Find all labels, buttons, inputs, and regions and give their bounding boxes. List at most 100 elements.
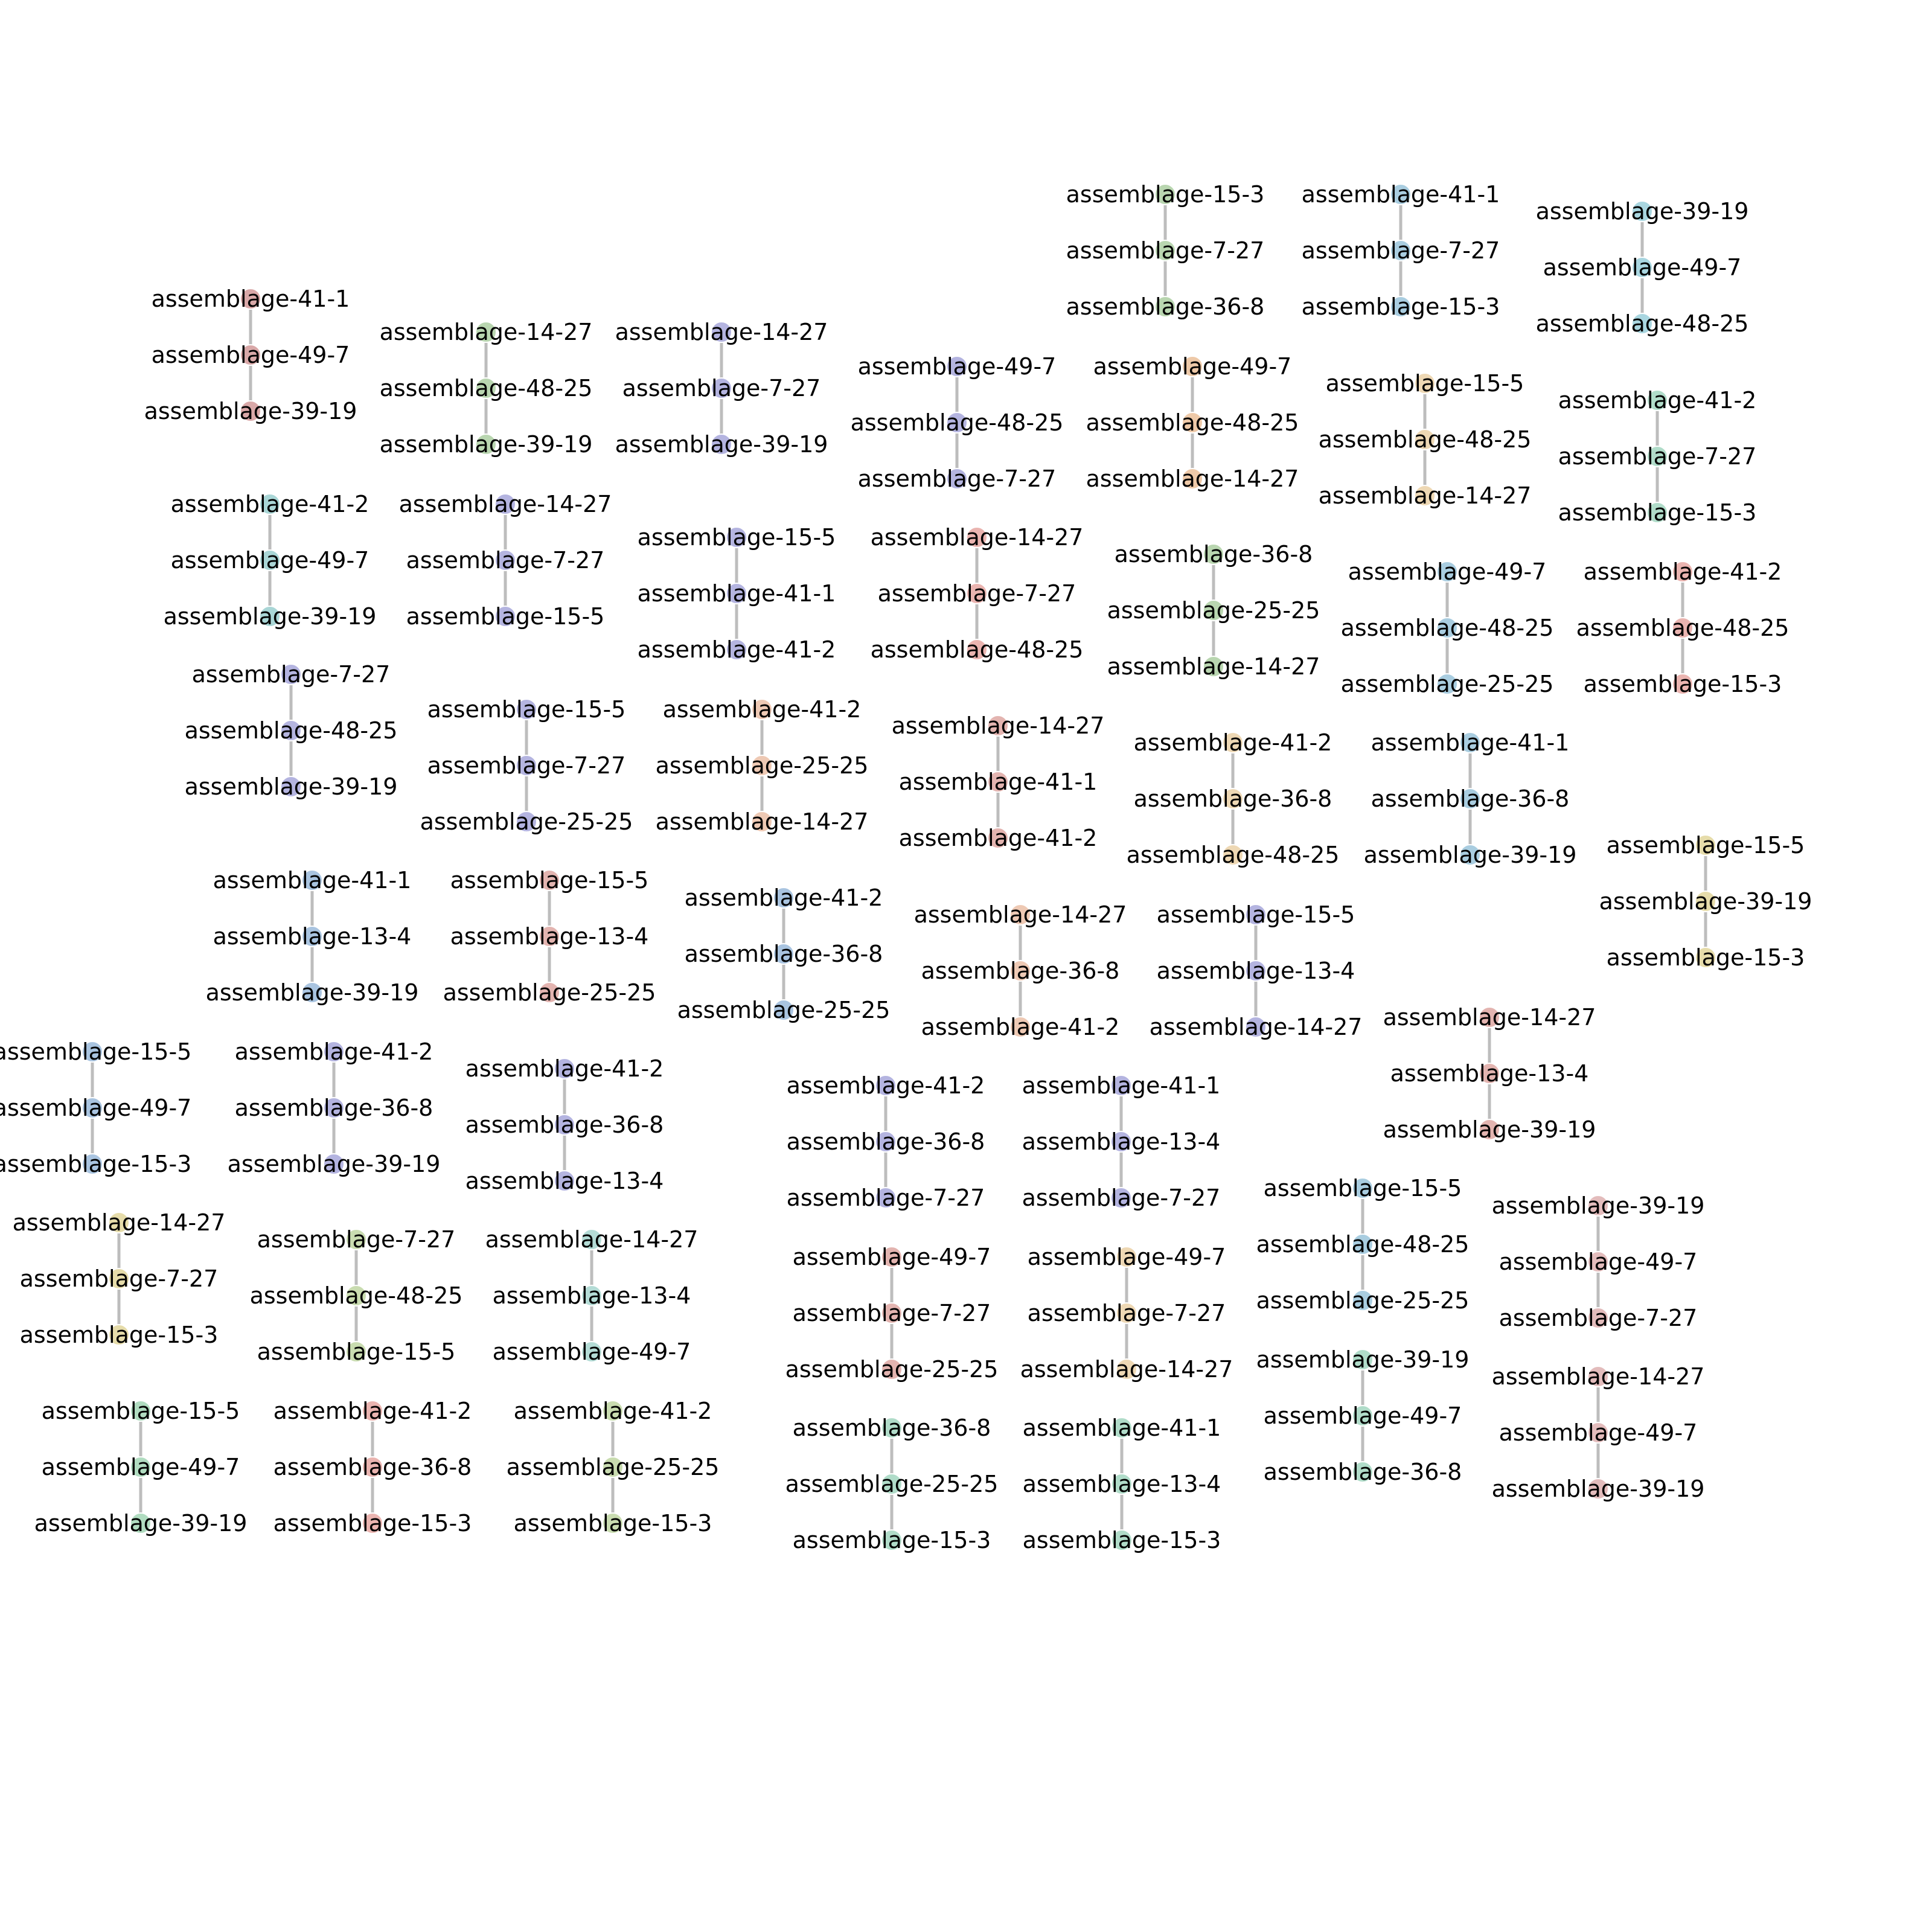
graph-node[interactable] [108, 1212, 130, 1233]
graph-node[interactable] [726, 639, 747, 661]
graph-node[interactable] [301, 869, 323, 891]
graph-node[interactable] [82, 1153, 103, 1175]
graph-node[interactable] [362, 1456, 383, 1478]
graph-node[interactable] [751, 811, 773, 833]
graph-node[interactable] [108, 1324, 130, 1346]
graph-node[interactable] [108, 1268, 130, 1290]
graph-node[interactable] [966, 639, 988, 661]
graph-node[interactable] [602, 1400, 624, 1422]
graph-node[interactable] [1009, 1016, 1031, 1038]
graph-node[interactable] [345, 1341, 367, 1363]
graph-node[interactable] [1695, 891, 1716, 912]
graph-node[interactable] [773, 943, 795, 965]
graph-node[interactable] [1245, 904, 1267, 926]
graph-node[interactable] [1111, 1417, 1133, 1439]
graph-node[interactable] [1390, 296, 1412, 318]
graph-node[interactable] [259, 606, 281, 627]
graph-node[interactable] [751, 755, 773, 776]
graph-node[interactable] [1695, 834, 1716, 856]
graph-node[interactable] [1631, 257, 1653, 278]
graph-node[interactable] [1154, 184, 1176, 205]
graph-node[interactable] [494, 549, 516, 571]
graph-node[interactable] [1646, 502, 1668, 523]
graph-node[interactable] [602, 1456, 624, 1478]
graph-node[interactable] [1672, 617, 1694, 639]
graph-node[interactable] [345, 1285, 367, 1307]
graph-node[interactable] [516, 755, 537, 776]
graph-node[interactable] [1222, 844, 1244, 866]
graph-node[interactable] [1672, 561, 1694, 583]
graph-node[interactable] [1182, 468, 1203, 490]
graph-node[interactable] [1154, 240, 1176, 261]
graph-node[interactable] [240, 344, 261, 366]
graph-node[interactable] [1390, 184, 1412, 205]
graph-node[interactable] [1436, 561, 1458, 583]
graph-node[interactable] [494, 493, 516, 515]
graph-node[interactable] [711, 377, 732, 399]
graph-node[interactable] [1352, 1461, 1374, 1483]
graph-node[interactable] [1352, 1349, 1374, 1371]
graph-node[interactable] [1009, 904, 1031, 926]
graph-node[interactable] [726, 583, 747, 604]
graph-node[interactable] [881, 1417, 903, 1439]
graph-node[interactable] [1110, 1075, 1132, 1096]
graph-node[interactable] [711, 321, 732, 343]
graph-node[interactable] [554, 1170, 575, 1192]
graph-node[interactable] [323, 1041, 345, 1063]
graph-node[interactable] [1646, 389, 1668, 411]
graph-node[interactable] [946, 468, 968, 490]
graph-node[interactable] [1110, 1131, 1132, 1153]
graph-node[interactable] [323, 1097, 345, 1119]
graph-node[interactable] [1672, 673, 1694, 695]
graph-node[interactable] [881, 1246, 903, 1268]
graph-node[interactable] [240, 288, 261, 310]
graph-node[interactable] [362, 1512, 383, 1534]
graph-node[interactable] [602, 1512, 624, 1534]
graph-node[interactable] [130, 1456, 152, 1478]
graph-node[interactable] [539, 869, 560, 891]
graph-node[interactable] [875, 1075, 897, 1096]
graph-node[interactable] [345, 1229, 367, 1250]
graph-node[interactable] [1352, 1233, 1374, 1255]
graph-node[interactable] [1111, 1473, 1133, 1495]
graph-node[interactable] [1414, 429, 1436, 450]
graph-node[interactable] [875, 1131, 897, 1153]
graph-node[interactable] [1459, 844, 1481, 866]
graph-node[interactable] [516, 811, 537, 833]
graph-node[interactable] [323, 1153, 345, 1175]
graph-node[interactable] [1587, 1307, 1609, 1329]
graph-node[interactable] [1587, 1195, 1609, 1217]
graph-node[interactable] [1459, 788, 1481, 810]
graph-node[interactable] [1111, 1529, 1133, 1551]
graph-node[interactable] [1479, 1006, 1500, 1028]
graph-node[interactable] [1110, 1187, 1132, 1209]
graph-node[interactable] [1459, 732, 1481, 753]
graph-node[interactable] [966, 526, 988, 548]
graph-node[interactable] [773, 887, 795, 909]
graph-node[interactable] [1390, 240, 1412, 261]
graph-node[interactable] [554, 1058, 575, 1080]
graph-node[interactable] [240, 400, 261, 422]
graph-node[interactable] [539, 926, 560, 947]
graph-node[interactable] [1203, 600, 1224, 621]
graph-node[interactable] [1631, 313, 1653, 334]
graph-node[interactable] [1352, 1177, 1374, 1199]
graph-node[interactable] [1116, 1246, 1137, 1268]
graph-node[interactable] [1414, 373, 1436, 394]
graph-node[interactable] [1414, 485, 1436, 507]
graph-node[interactable] [1009, 960, 1031, 982]
graph-node[interactable] [875, 1187, 897, 1209]
graph-node[interactable] [711, 433, 732, 455]
graph-node[interactable] [1587, 1251, 1609, 1273]
graph-node[interactable] [1116, 1302, 1137, 1324]
graph-node[interactable] [1203, 656, 1224, 677]
graph-node[interactable] [1245, 1016, 1267, 1038]
graph-node[interactable] [516, 699, 537, 720]
graph-node[interactable] [1479, 1119, 1500, 1140]
graph-node[interactable] [1154, 296, 1176, 318]
graph-node[interactable] [1222, 788, 1244, 810]
graph-node[interactable] [966, 583, 988, 604]
graph-node[interactable] [280, 776, 302, 798]
graph-node[interactable] [280, 720, 302, 741]
graph-node[interactable] [987, 771, 1009, 793]
